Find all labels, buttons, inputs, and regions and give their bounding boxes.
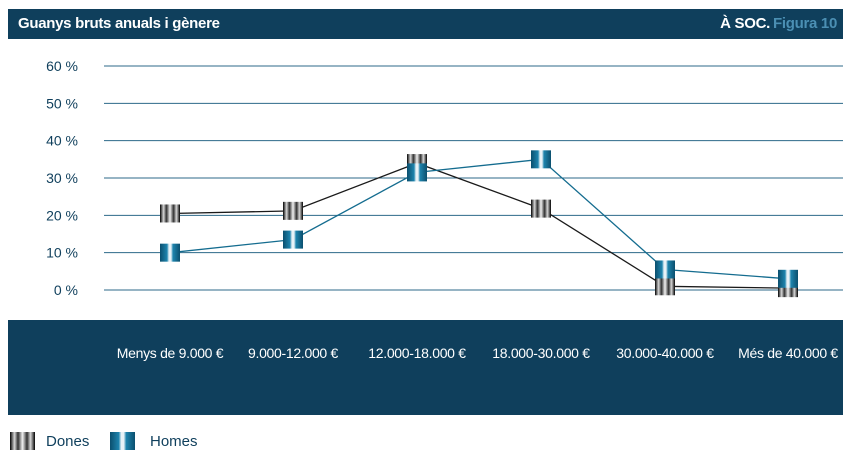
y-tick-label: 30 % <box>46 170 78 186</box>
legend-swatch-homes <box>110 432 135 450</box>
series-markers <box>160 150 798 298</box>
marker-dones <box>531 199 551 218</box>
legend-swatch-dones <box>10 432 35 450</box>
figure-number: Figura 10 <box>773 15 837 32</box>
marker-homes <box>531 150 551 169</box>
chart-title: Guanys bruts anuals i gènere <box>18 15 220 32</box>
series-line-dones <box>169 162 789 289</box>
series-line-homes <box>169 158 789 280</box>
x-tick-label: 12.000-18.000 € <box>368 345 466 361</box>
brand-label: À SOC. <box>720 15 770 32</box>
marker-homes <box>283 230 303 249</box>
marker-dones <box>160 204 180 223</box>
x-tick-label: 18.000-30.000 € <box>492 345 590 361</box>
marker-dones <box>655 277 675 296</box>
y-tick-label: 10 % <box>46 245 78 261</box>
y-tick-label: 0 % <box>54 282 78 298</box>
x-tick-label: Menys de 9.000 € <box>116 345 224 361</box>
header-label: À SOC. Figura 10 <box>720 15 837 32</box>
grid-lines <box>104 65 843 291</box>
legend-label-homes: Homes <box>150 433 198 450</box>
y-tick-label: 40 % <box>46 133 78 149</box>
y-tick-label: 20 % <box>46 207 78 223</box>
marker-homes <box>655 260 675 279</box>
y-tick-label: 50 % <box>46 95 78 111</box>
legend-label-dones: Dones <box>46 433 90 450</box>
chart-header: Guanys bruts anuals i gènere À SOC. Figur… <box>8 9 843 39</box>
marker-dones <box>283 201 303 220</box>
marker-homes <box>778 269 798 288</box>
y-axis: 60 % 50 % 40 % 30 % 20 % 10 % 0 % <box>46 58 78 298</box>
y-tick-label: 60 % <box>46 58 78 74</box>
x-tick-label: 9.000-12.000 € <box>248 345 338 361</box>
marker-homes <box>160 243 180 262</box>
x-tick-label: 30.000-40.000 € <box>616 345 714 361</box>
series-lines <box>169 158 789 289</box>
x-tick-label: Més de 40.000 € <box>738 345 838 361</box>
category-band <box>8 320 843 415</box>
marker-homes <box>407 163 427 182</box>
